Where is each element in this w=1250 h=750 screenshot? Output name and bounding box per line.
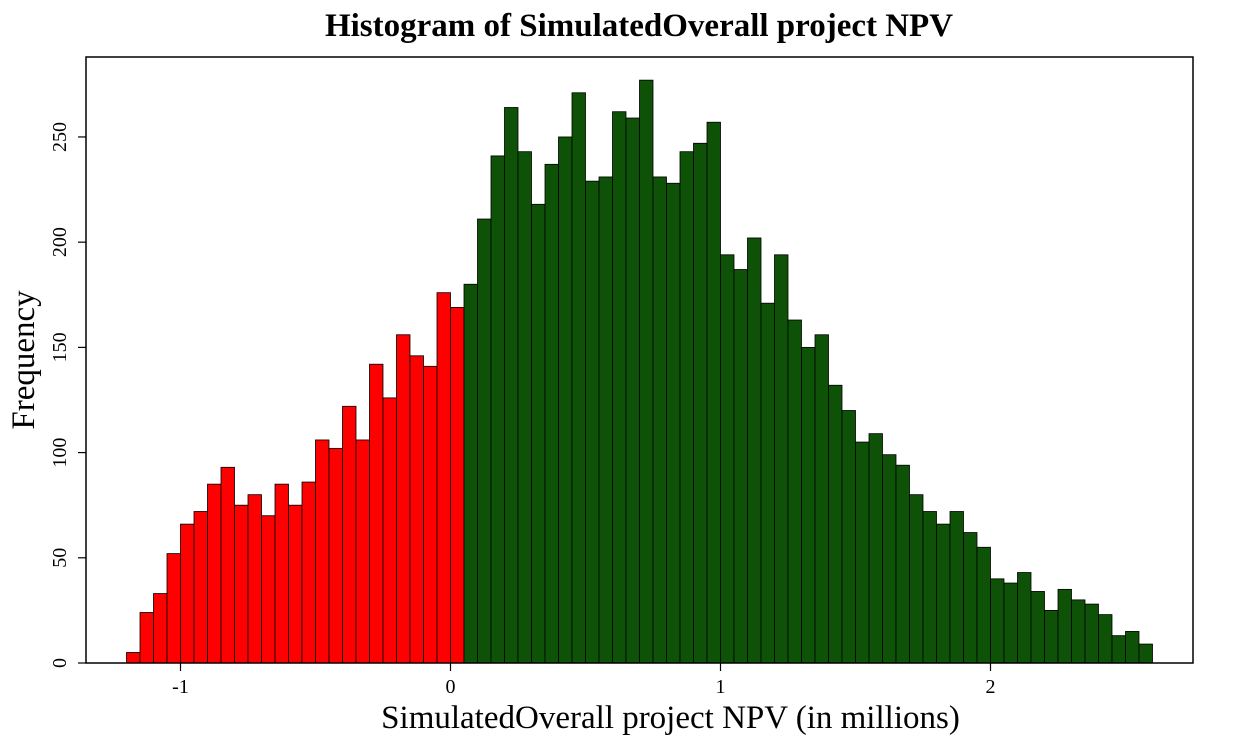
histogram-bar	[990, 578, 1005, 664]
histogram-bar	[1017, 572, 1032, 664]
histogram-bar	[1030, 591, 1045, 664]
histogram-bar	[571, 92, 586, 664]
histogram-bar	[733, 269, 748, 664]
y-axis-label: Frequency	[6, 290, 42, 430]
histogram-bar	[207, 483, 222, 664]
histogram-bar	[396, 334, 411, 664]
histogram-bar	[787, 319, 802, 664]
histogram-bar	[544, 163, 559, 664]
histogram-bar	[666, 182, 681, 664]
plot-frame	[85, 56, 1194, 664]
histogram-bar	[1003, 582, 1018, 664]
histogram-bar	[220, 466, 235, 664]
histogram-bar	[301, 481, 316, 664]
histogram-bar	[409, 355, 424, 664]
histogram-bar	[126, 652, 141, 664]
histogram-bar	[1111, 635, 1126, 664]
histogram-bar	[180, 523, 195, 664]
y-axis: 0 50 100 150 200 250	[49, 122, 86, 668]
histogram-bar	[585, 180, 600, 664]
histogram-bar	[855, 441, 870, 664]
y-tick-label: 0	[49, 658, 71, 668]
x-tick-label: 2	[986, 676, 996, 698]
chart-title: Histogram of SimulatedOverall project NP…	[324, 8, 954, 44]
histogram-bar	[315, 439, 330, 664]
histogram-bar	[598, 176, 613, 664]
histogram-bar	[558, 136, 573, 664]
histogram-bar	[814, 334, 829, 664]
y-tick-label: 50	[49, 548, 71, 568]
y-tick-label: 250	[49, 122, 71, 152]
histogram-bar	[342, 405, 357, 664]
bars-group	[126, 79, 1153, 664]
y-tick-label: 100	[49, 438, 71, 468]
histogram-bar	[882, 454, 897, 664]
histogram-bar	[976, 546, 991, 664]
histogram-bar	[450, 306, 465, 664]
histogram-bar	[463, 283, 478, 664]
histogram-bar	[949, 511, 964, 664]
histogram-bar	[382, 397, 397, 664]
histogram-bar	[652, 176, 667, 664]
histogram-bar	[166, 553, 181, 664]
histogram-bar	[153, 593, 168, 664]
histogram-bar	[423, 365, 438, 664]
histogram-bar	[841, 410, 856, 664]
histogram-bar	[760, 302, 775, 664]
histogram-bar	[1071, 599, 1086, 664]
histogram-bar	[909, 494, 924, 664]
y-tick-label: 150	[49, 332, 71, 362]
histogram-bar	[706, 121, 721, 664]
histogram-bar	[490, 155, 505, 664]
histogram-bar	[288, 504, 303, 664]
histogram-bar	[1125, 631, 1140, 664]
histogram-bar	[747, 237, 762, 664]
histogram-bar	[936, 523, 951, 664]
histogram-bar	[139, 612, 154, 664]
histogram-bar	[369, 363, 384, 664]
histogram-bar	[328, 447, 343, 664]
histogram-bar	[1044, 609, 1059, 664]
x-tick-label: 1	[716, 676, 726, 698]
histogram-bar	[774, 254, 789, 664]
histogram-bar	[504, 107, 519, 664]
histogram-bar	[477, 218, 492, 664]
histogram-bar	[1138, 643, 1153, 664]
histogram-bar	[234, 504, 249, 664]
histogram-bar	[1057, 588, 1072, 664]
histogram-bar	[1098, 614, 1113, 664]
x-axis-label: SimulatedOverall project NPV (in million…	[381, 700, 960, 736]
histogram-bar	[355, 439, 370, 664]
x-tick-label: -1	[172, 676, 189, 698]
histogram-bar	[1084, 603, 1099, 664]
histogram-bar	[193, 511, 208, 664]
histogram-bar	[868, 433, 883, 664]
x-axis: -1 0 1 2	[172, 663, 996, 698]
histogram-bar	[436, 292, 451, 664]
histogram-bar	[531, 203, 546, 664]
histogram-bar	[693, 142, 708, 664]
histogram-bar	[612, 111, 627, 664]
histogram-bar	[274, 483, 289, 664]
histogram-bar	[895, 464, 910, 664]
histogram-bar	[828, 384, 843, 664]
histogram-bar	[922, 511, 937, 664]
histogram-bar	[517, 151, 532, 664]
histogram-bar	[679, 151, 694, 664]
histogram-bar	[720, 254, 735, 664]
x-tick-label: 0	[446, 676, 456, 698]
histogram-bar	[261, 515, 276, 664]
histogram-bar	[625, 117, 640, 664]
histogram-bar	[639, 79, 654, 664]
histogram-bar	[801, 346, 816, 664]
histogram-bar	[963, 532, 978, 664]
histogram-bar	[247, 494, 262, 664]
y-tick-label: 200	[49, 227, 71, 257]
